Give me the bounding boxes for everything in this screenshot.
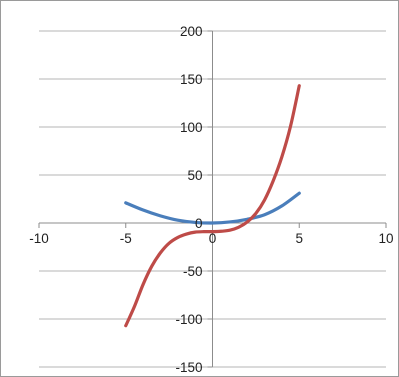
- series-layer: [124, 84, 301, 328]
- series-2-line: [124, 84, 301, 328]
- y-tick-label: -50: [183, 264, 203, 279]
- x-tick-label: 0: [209, 231, 217, 246]
- series-1-line: [124, 191, 301, 225]
- y-tick-label: -100: [175, 312, 202, 327]
- y-tick-label: 0: [195, 216, 203, 231]
- y-tick-label: 100: [180, 120, 203, 135]
- x-tick-label: -10: [29, 231, 49, 246]
- y-tick-label: 150: [180, 72, 203, 87]
- y-tick-label: 50: [187, 168, 202, 183]
- y-tick-label: 200: [180, 24, 203, 39]
- x-tick-label: 10: [378, 231, 393, 246]
- x-tick-label: -5: [120, 231, 132, 246]
- y-tick-label: -150: [175, 360, 202, 375]
- x-tick-label: 5: [295, 231, 303, 246]
